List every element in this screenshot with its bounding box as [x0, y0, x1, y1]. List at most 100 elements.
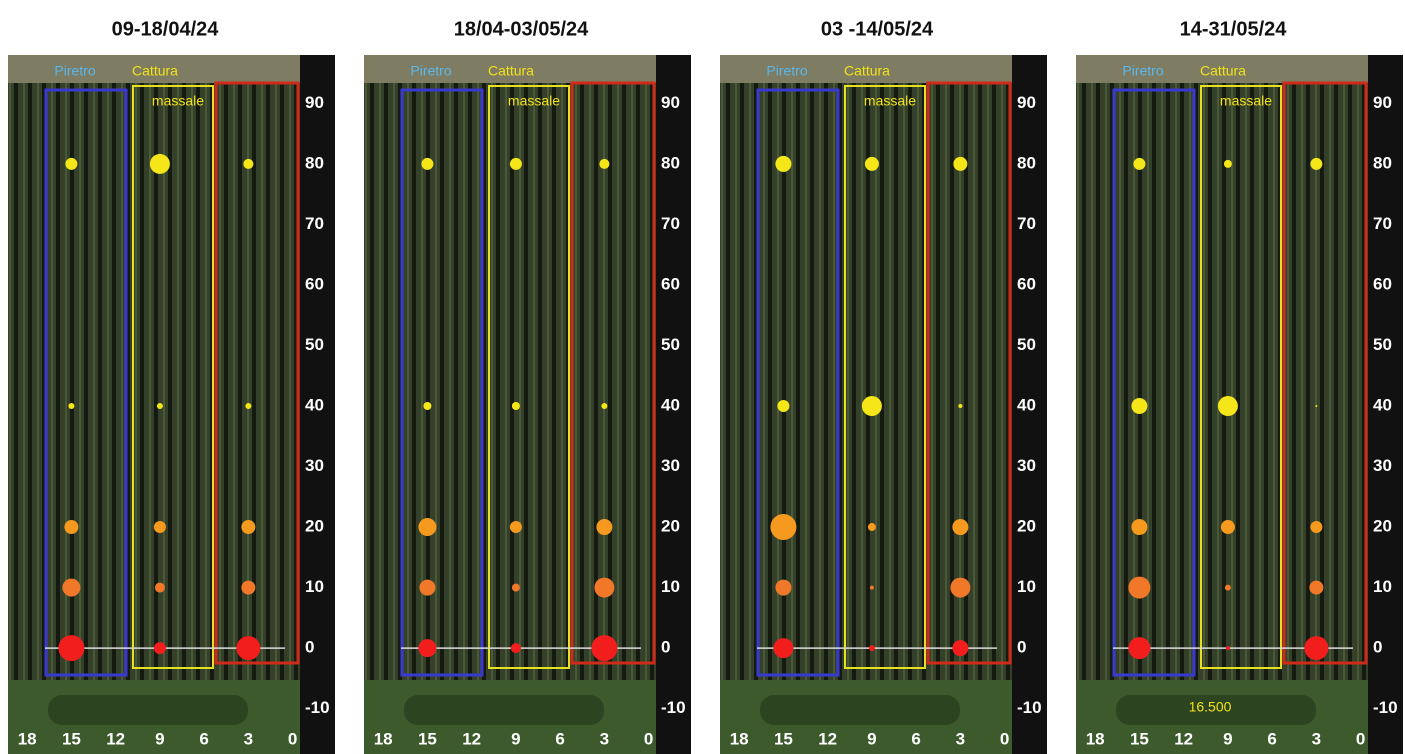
bubble: [423, 402, 431, 410]
y-tick-label: -10: [1373, 698, 1398, 717]
y-tick-label: 10: [661, 577, 680, 596]
bubble: [952, 640, 968, 656]
bubble: [243, 159, 253, 169]
chart-title: 03 -14/05/24: [821, 18, 934, 40]
x-tick-label: 9: [511, 729, 520, 748]
bubble: [157, 403, 163, 409]
x-tick-label: 0: [288, 729, 297, 748]
x-tick-label: 18: [730, 729, 749, 748]
y-tick-label: 80: [1373, 153, 1392, 172]
x-tick-label: 15: [62, 729, 81, 748]
y-tick-label: 60: [305, 274, 324, 293]
y-tick-label: 0: [1017, 638, 1026, 657]
x-tick-label: 15: [418, 729, 437, 748]
y-tick-label: 0: [305, 638, 314, 657]
y-tick-label: 50: [1017, 335, 1036, 354]
annotation: Piretro: [766, 63, 807, 79]
y-tick-label: -10: [305, 698, 330, 717]
y-tick-label: 70: [1373, 214, 1392, 233]
y-tick-label: 90: [1373, 93, 1392, 112]
y-tick-label: 0: [1373, 638, 1382, 657]
bubble: [862, 396, 882, 416]
bubble: [1224, 160, 1232, 168]
annotation: massale: [1220, 93, 1272, 109]
bubble: [1225, 585, 1231, 591]
bubble: [68, 403, 74, 409]
y-tick-label: 40: [1373, 395, 1392, 414]
y-tick-label: -10: [1017, 698, 1042, 717]
y-tick-label: 30: [1373, 456, 1392, 475]
y-tick-label: 90: [1017, 93, 1036, 112]
x-tick-label: 12: [818, 729, 837, 748]
y-tick-label: 50: [661, 335, 680, 354]
x-tick-label: 12: [106, 729, 125, 748]
y-tick-label: 20: [1017, 517, 1036, 536]
y-tick-label: 80: [305, 153, 324, 172]
bubble: [773, 638, 793, 658]
bubble: [1133, 158, 1145, 170]
bubble: [511, 643, 521, 653]
y-tick-label: 20: [661, 517, 680, 536]
x-tick-label: 9: [867, 729, 876, 748]
bubble: [1226, 646, 1230, 650]
bubble: [510, 521, 522, 533]
bubble: [868, 523, 876, 531]
bubble: [418, 639, 436, 657]
y-tick-label: 60: [1017, 274, 1036, 293]
bubble: [1218, 396, 1238, 416]
x-tick-label: 12: [462, 729, 481, 748]
y-tick-label: 20: [1373, 517, 1392, 536]
figure: 09-18/04/24PiretroCatturamassale90807060…: [0, 0, 1405, 754]
x-tick-label: 3: [244, 729, 253, 748]
bubble: [1131, 519, 1147, 535]
annotation: Cattura: [132, 63, 178, 79]
y-tick-label: 30: [661, 456, 680, 475]
y-tick-label: 70: [305, 214, 324, 233]
y-tick-label: 60: [1373, 274, 1392, 293]
bubble: [1315, 405, 1317, 407]
x-tick-label: 3: [956, 729, 965, 748]
bubble: [870, 586, 874, 590]
bubble: [599, 159, 609, 169]
y-tick-label: 80: [661, 153, 680, 172]
x-tick-label: 12: [1174, 729, 1193, 748]
bubble: [58, 635, 84, 661]
bubble: [155, 583, 165, 593]
x-tick-label: 0: [1000, 729, 1009, 748]
x-tick-label: 9: [155, 729, 164, 748]
y-tick-label: 90: [305, 93, 324, 112]
x-tick-label: 3: [1312, 729, 1321, 748]
bubble: [241, 520, 255, 534]
y-tick-label: 70: [1017, 214, 1036, 233]
bubble: [418, 518, 436, 536]
bubble: [512, 402, 520, 410]
bubble: [958, 404, 962, 408]
bubble: [236, 636, 260, 660]
annotation: 16.500: [1189, 699, 1232, 715]
bubble: [512, 584, 520, 592]
bubble: [953, 157, 967, 171]
x-tick-label: 18: [1086, 729, 1105, 748]
bubble: [65, 158, 77, 170]
x-tick-label: 18: [374, 729, 393, 748]
annotation: Cattura: [844, 63, 890, 79]
y-tick-label: 70: [661, 214, 680, 233]
bubble: [1310, 521, 1322, 533]
bubble: [1131, 398, 1147, 414]
x-tick-label: 6: [555, 729, 564, 748]
annotation: Cattura: [488, 63, 534, 79]
y-tick-label: -10: [661, 698, 686, 717]
bubble: [1128, 637, 1150, 659]
x-tick-label: 3: [600, 729, 609, 748]
y-tick-label: 30: [1017, 456, 1036, 475]
x-tick-label: 6: [199, 729, 208, 748]
y-tick-label: 50: [1373, 335, 1392, 354]
x-tick-label: 15: [1130, 729, 1149, 748]
bubble: [1128, 577, 1150, 599]
bubble: [510, 158, 522, 170]
y-tick-label: 50: [305, 335, 324, 354]
y-tick-label: 30: [305, 456, 324, 475]
annotation: Cattura: [1200, 63, 1246, 79]
